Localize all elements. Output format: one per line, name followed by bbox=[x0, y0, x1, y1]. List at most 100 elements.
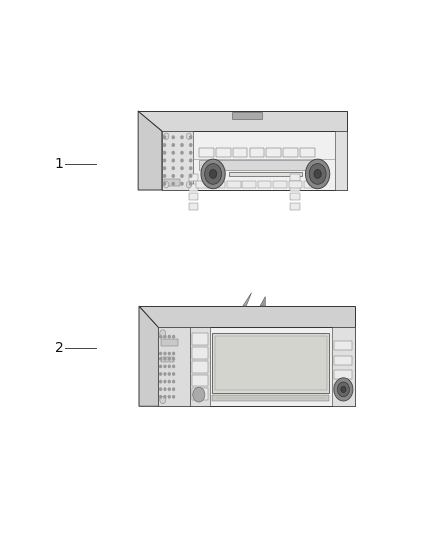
Circle shape bbox=[164, 365, 166, 368]
Circle shape bbox=[172, 167, 174, 169]
Text: 1: 1 bbox=[55, 157, 64, 171]
Polygon shape bbox=[243, 293, 251, 306]
Circle shape bbox=[164, 133, 169, 140]
Polygon shape bbox=[138, 111, 346, 131]
Circle shape bbox=[173, 373, 175, 375]
Circle shape bbox=[172, 144, 174, 147]
Circle shape bbox=[181, 182, 183, 185]
Circle shape bbox=[334, 378, 353, 401]
Circle shape bbox=[181, 151, 183, 154]
Circle shape bbox=[190, 167, 192, 169]
Bar bbox=[290, 193, 300, 200]
Bar bbox=[192, 347, 208, 359]
Circle shape bbox=[164, 352, 166, 354]
Circle shape bbox=[173, 381, 175, 383]
Bar bbox=[335, 342, 352, 350]
Circle shape bbox=[309, 164, 326, 184]
Circle shape bbox=[160, 388, 162, 390]
Circle shape bbox=[164, 335, 166, 338]
Bar bbox=[189, 184, 198, 191]
Bar bbox=[332, 327, 355, 406]
Bar bbox=[266, 148, 281, 157]
Circle shape bbox=[173, 395, 175, 398]
Bar bbox=[227, 181, 240, 188]
Bar bbox=[304, 181, 318, 188]
Circle shape bbox=[168, 381, 170, 383]
Circle shape bbox=[172, 175, 174, 177]
Bar bbox=[233, 148, 247, 157]
Bar bbox=[335, 384, 352, 393]
Circle shape bbox=[163, 159, 166, 162]
Bar bbox=[189, 174, 198, 181]
Polygon shape bbox=[138, 111, 162, 190]
Circle shape bbox=[163, 136, 166, 139]
Circle shape bbox=[187, 182, 191, 188]
Bar bbox=[258, 181, 272, 188]
Circle shape bbox=[172, 136, 174, 139]
Circle shape bbox=[181, 167, 183, 169]
Circle shape bbox=[190, 136, 192, 139]
Circle shape bbox=[168, 365, 170, 368]
Bar bbox=[190, 327, 210, 406]
Bar bbox=[232, 112, 262, 119]
Circle shape bbox=[187, 133, 191, 140]
Circle shape bbox=[172, 159, 174, 162]
Bar bbox=[189, 193, 198, 200]
Bar bbox=[290, 184, 300, 191]
Bar bbox=[212, 334, 329, 393]
Circle shape bbox=[193, 387, 205, 402]
Circle shape bbox=[306, 159, 330, 189]
Bar bbox=[229, 172, 302, 176]
Bar bbox=[192, 389, 208, 400]
Circle shape bbox=[181, 159, 183, 162]
Circle shape bbox=[168, 388, 170, 390]
Bar bbox=[161, 340, 178, 345]
Circle shape bbox=[173, 388, 175, 390]
Bar bbox=[162, 131, 346, 190]
Circle shape bbox=[181, 144, 183, 147]
Polygon shape bbox=[139, 306, 159, 406]
Circle shape bbox=[164, 388, 166, 390]
Circle shape bbox=[168, 352, 170, 354]
Bar bbox=[192, 334, 208, 345]
Polygon shape bbox=[139, 306, 355, 327]
Circle shape bbox=[164, 373, 166, 375]
Circle shape bbox=[190, 144, 192, 147]
Circle shape bbox=[173, 352, 175, 354]
Bar bbox=[159, 327, 355, 406]
Circle shape bbox=[168, 358, 170, 360]
Bar bbox=[162, 131, 193, 190]
Circle shape bbox=[205, 164, 222, 184]
Bar bbox=[164, 180, 180, 186]
Circle shape bbox=[190, 182, 192, 185]
Circle shape bbox=[163, 151, 166, 154]
Circle shape bbox=[163, 182, 166, 185]
Circle shape bbox=[168, 395, 170, 398]
Bar bbox=[290, 174, 300, 181]
Bar bbox=[161, 357, 173, 362]
Circle shape bbox=[163, 167, 166, 169]
Circle shape bbox=[173, 358, 175, 360]
Circle shape bbox=[168, 335, 170, 338]
Circle shape bbox=[160, 365, 162, 368]
Bar bbox=[215, 336, 327, 391]
Bar bbox=[335, 356, 352, 365]
Circle shape bbox=[164, 358, 166, 360]
Circle shape bbox=[190, 151, 192, 154]
Bar bbox=[216, 148, 230, 157]
Circle shape bbox=[160, 395, 162, 398]
Circle shape bbox=[163, 144, 166, 147]
Circle shape bbox=[160, 330, 166, 337]
Bar bbox=[250, 148, 264, 157]
Bar bbox=[335, 131, 346, 190]
Bar bbox=[159, 327, 190, 406]
Circle shape bbox=[164, 182, 169, 188]
Bar bbox=[199, 148, 214, 157]
Circle shape bbox=[164, 395, 166, 398]
Circle shape bbox=[164, 381, 166, 383]
Bar bbox=[189, 203, 198, 209]
Circle shape bbox=[160, 381, 162, 383]
Circle shape bbox=[337, 382, 350, 397]
Circle shape bbox=[201, 159, 225, 189]
Bar bbox=[212, 394, 329, 401]
